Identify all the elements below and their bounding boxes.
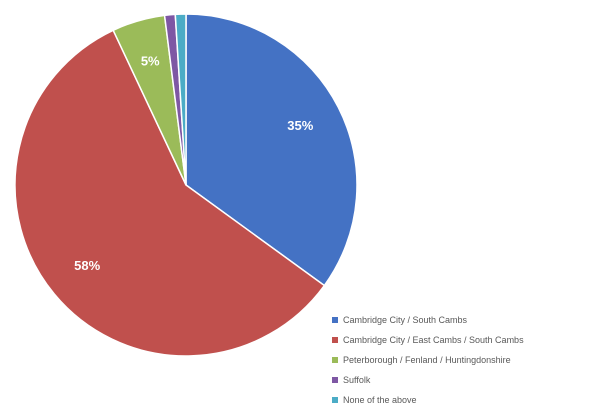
pie-slice-1 bbox=[14, 29, 326, 357]
pie-slices bbox=[14, 13, 358, 357]
legend-item: Cambridge City / East Cambs / South Camb… bbox=[332, 330, 594, 350]
legend-swatch bbox=[332, 337, 338, 343]
legend-item: Peterborough / Fenland / Huntingdonshire bbox=[332, 350, 594, 370]
legend-item: None of the above bbox=[332, 390, 594, 410]
legend-swatch bbox=[332, 397, 338, 403]
pie-slice-4 bbox=[174, 13, 187, 186]
pie-data-label-2: 5% bbox=[141, 53, 160, 68]
legend-label: Cambridge City / South Cambs bbox=[343, 315, 468, 325]
legend-item: Suffolk bbox=[332, 370, 594, 390]
legend-label: Suffolk bbox=[343, 375, 371, 385]
legend-label: None of the above bbox=[343, 395, 417, 405]
pie-data-label-1: 58% bbox=[74, 258, 100, 273]
pie-slice-0 bbox=[185, 13, 358, 287]
legend-label: Cambridge City / East Cambs / South Camb… bbox=[343, 335, 524, 345]
chart-legend: Cambridge City / South Cambs Cambridge Ci… bbox=[332, 310, 594, 410]
pie-data-labels: 35% 58% 5% bbox=[74, 53, 314, 273]
legend-swatch bbox=[332, 357, 338, 363]
legend-label: Peterborough / Fenland / Huntingdonshire bbox=[343, 355, 511, 365]
legend-swatch bbox=[332, 377, 338, 383]
legend-item: Cambridge City / South Cambs bbox=[332, 310, 594, 330]
pie-data-label-0: 35% bbox=[287, 118, 313, 133]
legend-swatch bbox=[332, 317, 338, 323]
